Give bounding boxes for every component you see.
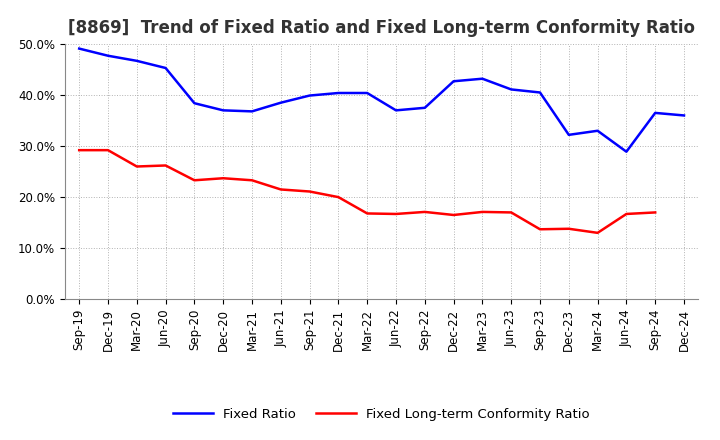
Fixed Long-term Conformity Ratio: [190, 178, 199, 183]
Fixed Ratio: [392, 108, 400, 113]
Fixed Long-term Conformity Ratio: [219, 176, 228, 181]
Fixed Long-term Conformity Ratio: [363, 211, 372, 216]
Fixed Long-term Conformity Ratio: [392, 211, 400, 216]
Fixed Long-term Conformity Ratio: [564, 226, 573, 231]
Line: Fixed Ratio: Fixed Ratio: [79, 48, 684, 152]
Fixed Ratio: [536, 90, 544, 95]
Fixed Ratio: [104, 53, 112, 59]
Fixed Long-term Conformity Ratio: [449, 213, 458, 218]
Fixed Ratio: [622, 149, 631, 154]
Fixed Long-term Conformity Ratio: [507, 210, 516, 215]
Fixed Long-term Conformity Ratio: [305, 189, 314, 194]
Title: [8869]  Trend of Fixed Ratio and Fixed Long-term Conformity Ratio: [8869] Trend of Fixed Ratio and Fixed Lo…: [68, 19, 695, 37]
Fixed Ratio: [651, 110, 660, 116]
Fixed Ratio: [161, 66, 170, 71]
Fixed Long-term Conformity Ratio: [132, 164, 141, 169]
Fixed Ratio: [564, 132, 573, 137]
Fixed Long-term Conformity Ratio: [593, 230, 602, 235]
Fixed Long-term Conformity Ratio: [248, 178, 256, 183]
Line: Fixed Long-term Conformity Ratio: Fixed Long-term Conformity Ratio: [79, 150, 655, 233]
Fixed Long-term Conformity Ratio: [651, 210, 660, 215]
Fixed Long-term Conformity Ratio: [536, 227, 544, 232]
Fixed Ratio: [248, 109, 256, 114]
Fixed Ratio: [420, 105, 429, 110]
Fixed Long-term Conformity Ratio: [75, 147, 84, 153]
Fixed Ratio: [449, 79, 458, 84]
Fixed Long-term Conformity Ratio: [420, 209, 429, 215]
Fixed Ratio: [680, 113, 688, 118]
Fixed Ratio: [305, 93, 314, 98]
Fixed Ratio: [478, 76, 487, 81]
Fixed Ratio: [334, 90, 343, 95]
Fixed Ratio: [276, 100, 285, 105]
Fixed Long-term Conformity Ratio: [622, 211, 631, 216]
Legend: Fixed Ratio, Fixed Long-term Conformity Ratio: Fixed Ratio, Fixed Long-term Conformity …: [168, 403, 595, 426]
Fixed Long-term Conformity Ratio: [161, 163, 170, 168]
Fixed Long-term Conformity Ratio: [276, 187, 285, 192]
Fixed Long-term Conformity Ratio: [334, 194, 343, 200]
Fixed Ratio: [219, 108, 228, 113]
Fixed Long-term Conformity Ratio: [104, 147, 112, 153]
Fixed Ratio: [132, 58, 141, 63]
Fixed Ratio: [507, 87, 516, 92]
Fixed Ratio: [190, 101, 199, 106]
Fixed Ratio: [75, 46, 84, 51]
Fixed Ratio: [593, 128, 602, 133]
Fixed Long-term Conformity Ratio: [478, 209, 487, 215]
Fixed Ratio: [363, 90, 372, 95]
